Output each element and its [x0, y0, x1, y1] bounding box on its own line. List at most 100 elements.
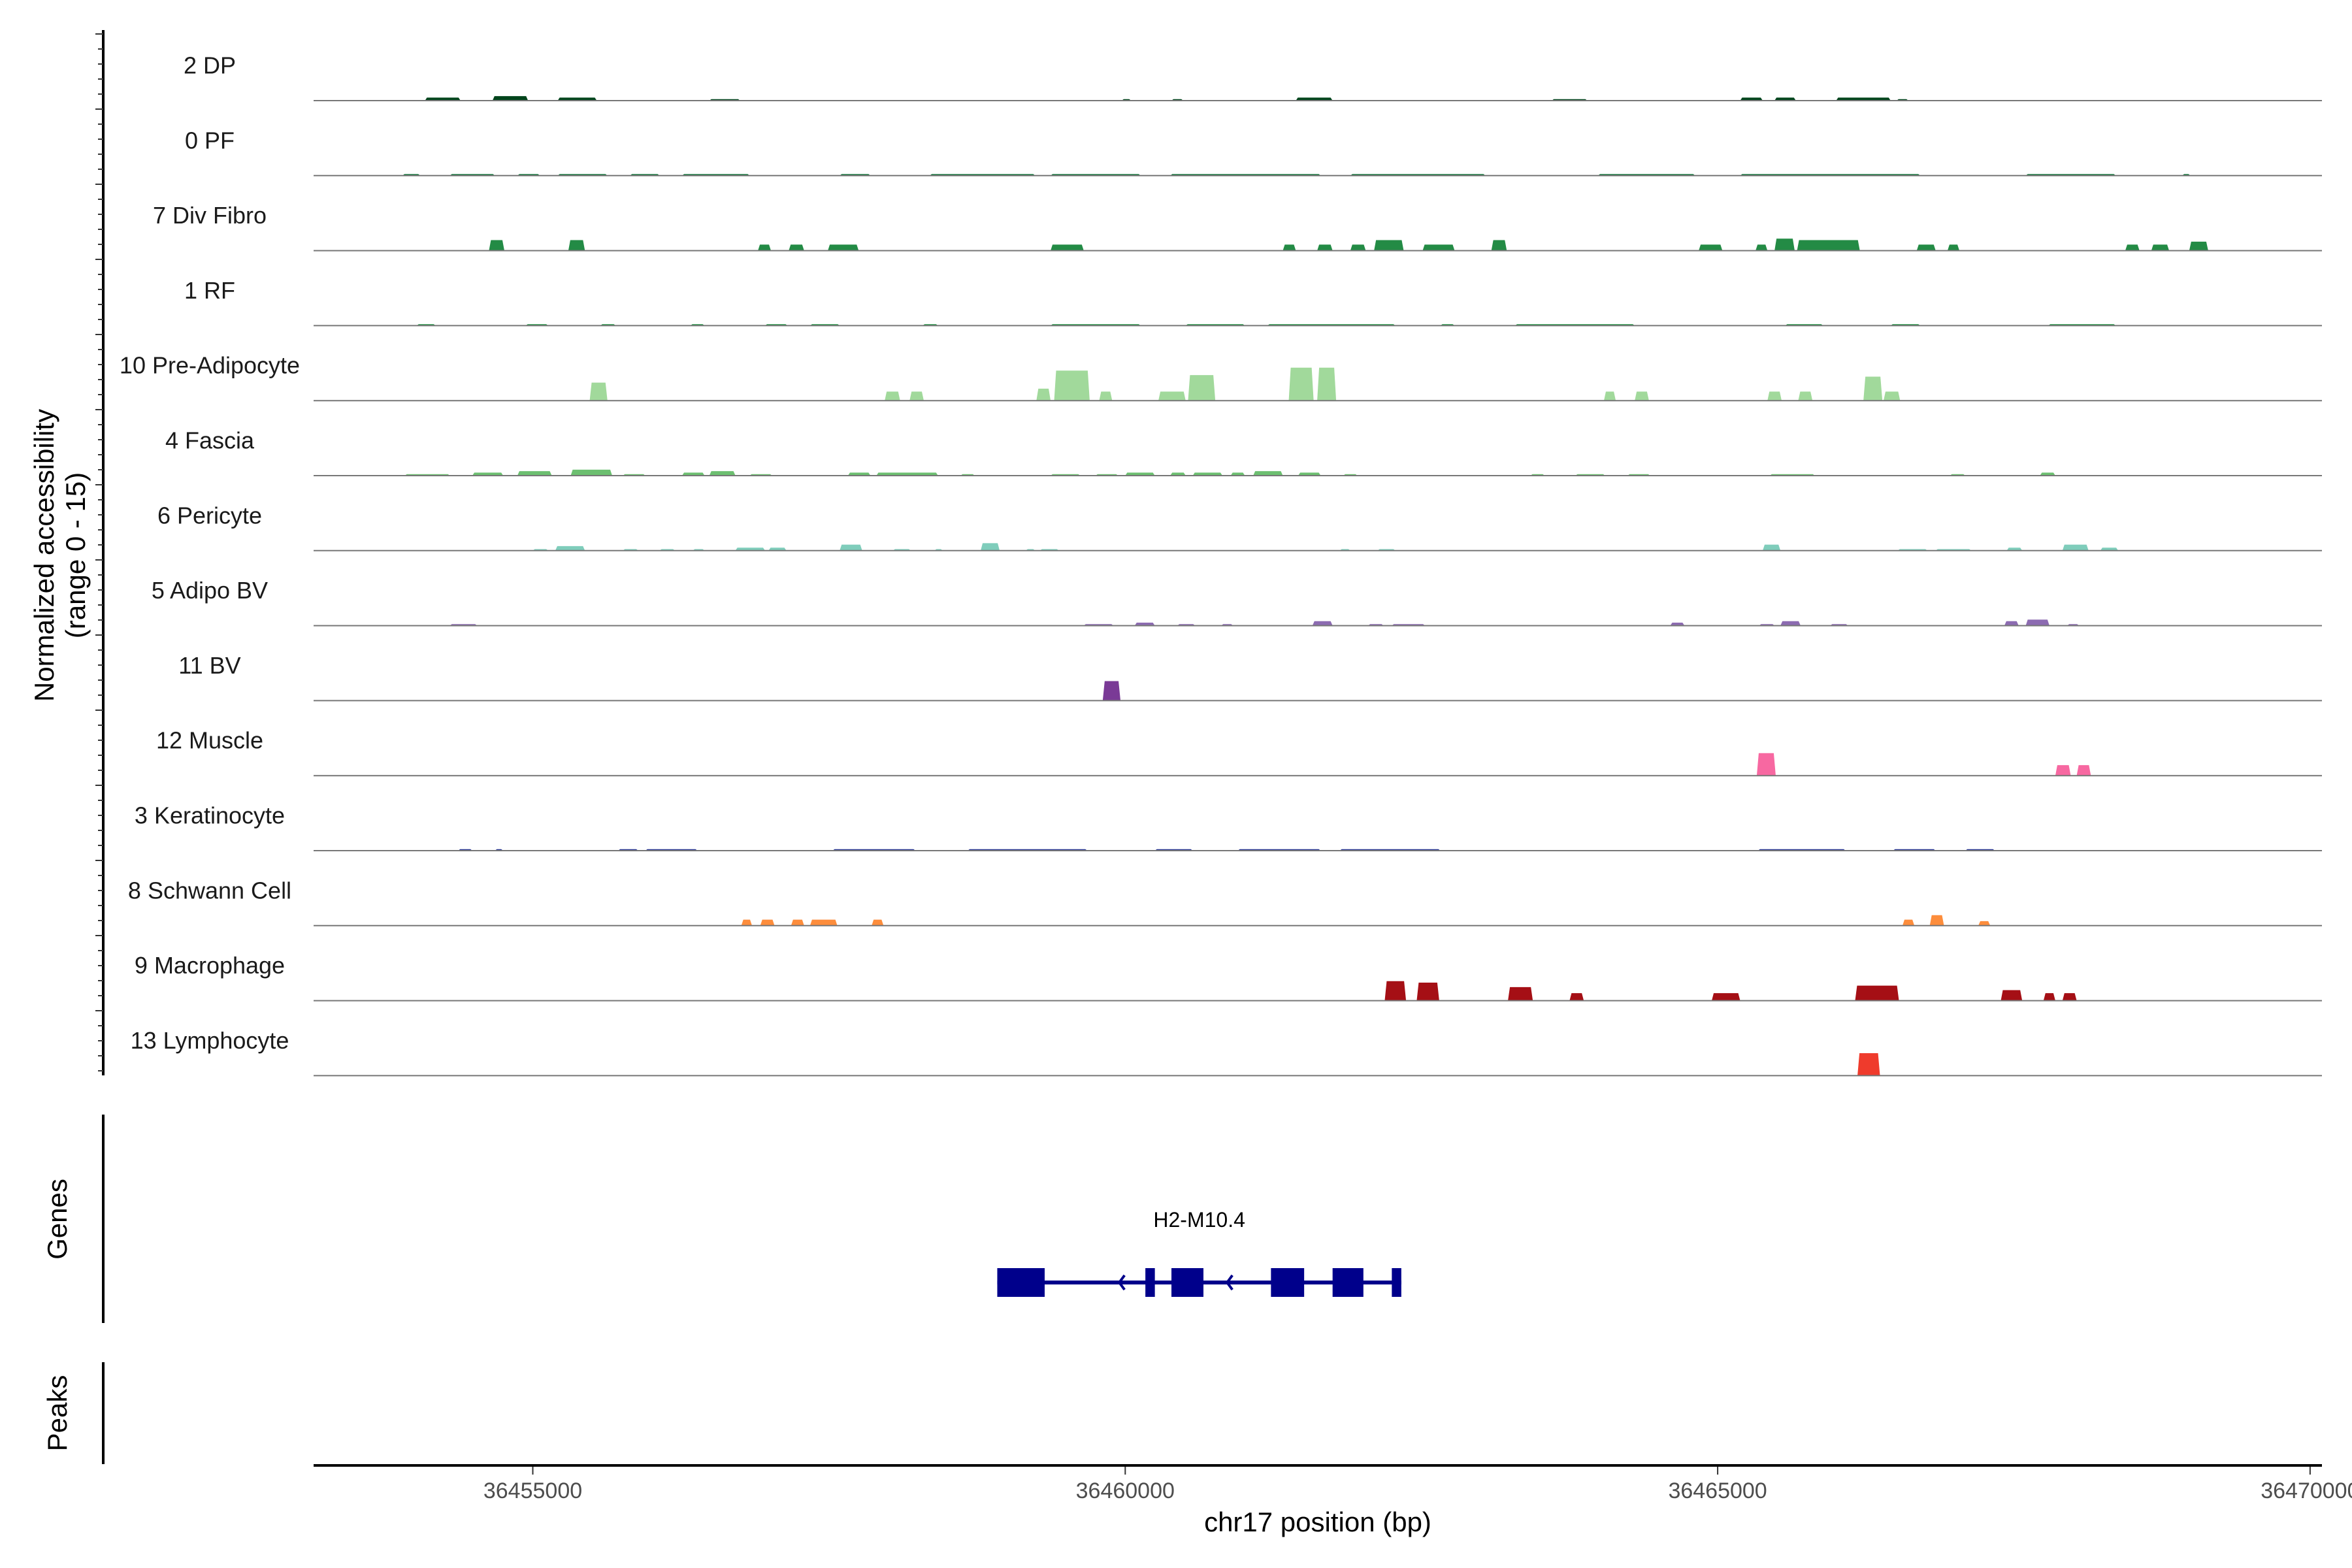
- coverage-peak: [741, 919, 753, 926]
- coverage-peak: [2040, 472, 2055, 476]
- coverage-peak: [1158, 391, 1186, 401]
- coverage-peak: [840, 544, 862, 551]
- track-8-schwann-cell: 8 Schwann Cell: [128, 877, 2322, 926]
- coverage-peak: [1491, 240, 1507, 251]
- gene-exon: [1171, 1268, 1203, 1297]
- coverage-peak: [1699, 244, 1723, 251]
- track-label: 3 Keratinocyte: [135, 802, 285, 829]
- track-label: 8 Schwann Cell: [128, 877, 291, 904]
- coverage-peak: [1054, 370, 1090, 401]
- coverage-peak: [1188, 375, 1216, 401]
- track-11-bv: 11 BV: [178, 652, 2322, 702]
- gene-annotation: H2-M10.4: [997, 1208, 1401, 1297]
- strand-arrow-icon: [1225, 1274, 1233, 1291]
- coverage-peak: [1569, 993, 1584, 1001]
- track-0-pf: 0 PF: [185, 127, 2322, 176]
- track-1-rf: 1 RF: [184, 277, 2322, 327]
- coverage-peak: [828, 244, 859, 251]
- coverage-peak: [2062, 993, 2077, 1001]
- coverage-peak: [568, 240, 585, 251]
- gene-exon: [1332, 1268, 1364, 1297]
- coverage-peak: [1797, 240, 1860, 251]
- peaks-panel-title: Peaks: [42, 1375, 73, 1452]
- coverage-peak: [557, 97, 597, 101]
- coverage-peak: [1978, 921, 1991, 926]
- coverage-peak: [768, 547, 787, 551]
- coverage-peak: [555, 546, 585, 551]
- tracks-panel: 2 DP 0 PF 7 Div Fibro 1 RF 10 Pre-Adipocyte 4…: [120, 52, 2322, 1077]
- coverage-peak: [760, 919, 775, 926]
- coverage-peak: [1317, 367, 1337, 401]
- coverage-peak: [2125, 244, 2140, 251]
- coverage-peak: [2100, 547, 2119, 551]
- coverage-peak: [2004, 621, 2019, 626]
- track-3-keratinocyte: 3 Keratinocyte: [135, 802, 2322, 851]
- coverage-peak: [682, 472, 705, 476]
- track-9-macrophage: 9 Macrophage: [135, 952, 2322, 1002]
- coverage-peak: [758, 244, 772, 251]
- y-axis-ticks: [95, 33, 103, 1071]
- coverage-peak: [1125, 472, 1155, 476]
- coverage-peak: [2151, 244, 2170, 251]
- coverage-peak: [1929, 915, 1944, 926]
- coverage-peak: [1756, 244, 1768, 251]
- coverage-peak: [472, 472, 504, 476]
- coverage-peak: [1288, 367, 1314, 401]
- coverage-peak: [2025, 619, 2050, 626]
- coverage-peak: [1282, 244, 1296, 251]
- coverage-peak: [847, 472, 871, 476]
- coverage-peak: [1374, 240, 1404, 251]
- coverage-peak: [1635, 391, 1649, 401]
- genes-panel-title: Genes: [42, 1179, 73, 1260]
- coverage-peak: [1170, 472, 1186, 476]
- x-axis-ticks: 36455000 36460000 36465000 36470000: [483, 1467, 2352, 1503]
- coverage-peak: [1296, 97, 1333, 101]
- coverage-peak: [489, 240, 504, 251]
- coverage-peak: [1836, 97, 1891, 101]
- track-label: 13 Lymphocyte: [131, 1027, 289, 1054]
- coverage-peak: [1883, 391, 1901, 401]
- coverage-peak: [2189, 241, 2208, 251]
- coverage-peak: [1036, 388, 1051, 401]
- coverage-peak: [2062, 544, 2089, 551]
- coverage-peak: [1134, 623, 1155, 626]
- coverage-peak: [1051, 244, 1084, 251]
- track-label: 12 Muscle: [156, 727, 263, 754]
- coverage-peak: [1767, 391, 1782, 401]
- coverage-peak: [1384, 981, 1407, 1001]
- track-4-fascia: 4 Fascia: [165, 427, 2322, 476]
- track-label: 1 RF: [184, 277, 235, 304]
- coverage-peak: [492, 96, 529, 101]
- track-10-pre-adipocyte: 10 Pre-Adipocyte: [120, 352, 2322, 402]
- coverage-peak: [1230, 472, 1245, 476]
- track-label: 7 Div Fibro: [153, 202, 267, 229]
- coverage-peak: [1298, 472, 1321, 476]
- coverage-peak: [2055, 765, 2071, 776]
- gene-label: H2-M10.4: [1153, 1208, 1245, 1232]
- coverage-peak: [2001, 990, 2023, 1001]
- coverage-peak: [1603, 391, 1616, 401]
- coverage-peak: [1780, 621, 1801, 626]
- coverage-peak: [1855, 985, 1899, 1001]
- gene-exon: [997, 1268, 1045, 1297]
- x-axis-title: chr17 position (bp): [1204, 1507, 1431, 1537]
- coverage-peak: [1740, 97, 1763, 101]
- coverage-peak: [1762, 544, 1781, 551]
- coverage-peak: [1416, 983, 1439, 1001]
- track-2-dp: 2 DP: [184, 52, 2322, 101]
- track-label: 9 Macrophage: [135, 952, 285, 979]
- coverage-peak: [1350, 244, 1366, 251]
- x-tick-label: 36455000: [483, 1478, 582, 1503]
- track-label: 10 Pre-Adipocyte: [120, 352, 300, 379]
- coverage-peak: [1774, 238, 1795, 251]
- coverage-peak: [1422, 244, 1455, 251]
- coverage-peak: [1902, 919, 1915, 926]
- coverage-peak: [425, 97, 461, 101]
- coverage-peak: [981, 543, 1000, 551]
- track-7-div-fibro: 7 Div Fibro: [153, 202, 2322, 252]
- coverage-peak: [2076, 765, 2091, 776]
- y-axis-title-sub: (range 0 - 15): [60, 472, 91, 638]
- coverage-peak: [735, 547, 765, 551]
- coverage-peak: [1670, 623, 1685, 626]
